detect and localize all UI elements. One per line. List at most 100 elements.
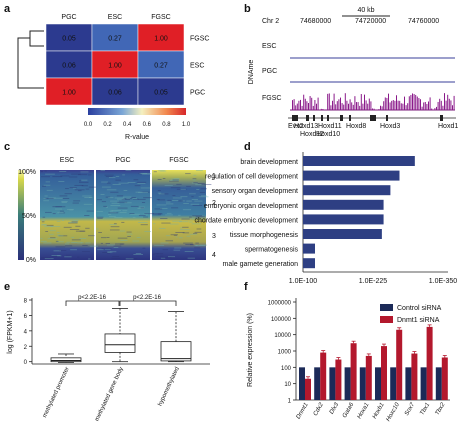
heatmap-streak bbox=[137, 198, 146, 200]
heatmap-streak bbox=[144, 231, 152, 232]
heatmap-streak bbox=[62, 198, 70, 199]
a-row-label-pgc: PGC bbox=[190, 90, 205, 97]
heatmap-streak bbox=[44, 170, 47, 172]
heatmap-streak bbox=[53, 250, 61, 252]
heatmap-streak bbox=[131, 197, 136, 198]
heatmap-streak bbox=[172, 195, 176, 197]
heatmap-streak bbox=[144, 213, 154, 215]
heatmap-streak bbox=[117, 201, 128, 203]
fgsc-peak bbox=[322, 109, 324, 110]
heatmap-streak bbox=[157, 190, 161, 191]
heatmap-streak bbox=[117, 198, 126, 200]
heatmap-streak bbox=[152, 213, 162, 215]
heatmap-streak bbox=[84, 215, 90, 216]
fgsc-peak bbox=[445, 100, 447, 110]
gene-exon bbox=[370, 115, 376, 121]
go-term-label: chordate embryonic development bbox=[194, 217, 298, 224]
heatmap-streak bbox=[155, 255, 164, 257]
heatmap-streak bbox=[63, 226, 72, 228]
fgsc-peak bbox=[314, 100, 316, 110]
heatmap-streak bbox=[109, 224, 117, 226]
heatmap-streak bbox=[70, 249, 77, 251]
heatmap-streak bbox=[156, 253, 159, 255]
f-bar bbox=[381, 346, 387, 400]
gene-label-hoxd12: Hoxd12 bbox=[300, 131, 324, 138]
heatmap-streak bbox=[69, 229, 80, 231]
f-bar bbox=[314, 367, 321, 400]
a-cell-value: 1.00 bbox=[62, 90, 76, 97]
heatmap-streak bbox=[85, 227, 90, 229]
heatmap-streak bbox=[139, 173, 148, 174]
heatmap-streak bbox=[153, 223, 156, 225]
heatmap-streak bbox=[42, 185, 46, 187]
heatmap-streak bbox=[119, 212, 127, 213]
fgsc-peak bbox=[293, 99, 295, 110]
legend-swatch-dnmt1 bbox=[380, 316, 393, 323]
heatmap-streak bbox=[175, 236, 178, 238]
heatmap-streak bbox=[165, 201, 171, 203]
heatmap-streak bbox=[64, 193, 72, 195]
heatmap-streak bbox=[40, 176, 50, 178]
c-col-label-pgc: PGC bbox=[115, 157, 130, 164]
gene-label-hoxd13: Hoxd13 bbox=[294, 123, 318, 130]
fgsc-peak bbox=[304, 98, 306, 110]
heatmap-streak bbox=[143, 216, 149, 218]
heatmap-streak bbox=[127, 182, 136, 183]
heatmap-streak bbox=[53, 197, 63, 199]
f-ytick: 1 bbox=[288, 399, 292, 405]
a-col-label-pgc: PGC bbox=[61, 14, 76, 21]
heatmap-streak bbox=[50, 226, 61, 227]
a-cell bbox=[91, 77, 139, 106]
a-cell bbox=[45, 23, 93, 52]
heatmap-streak bbox=[120, 240, 128, 241]
heatmap-streak bbox=[52, 176, 63, 178]
heatmap-streak bbox=[55, 206, 66, 208]
heatmap-streak bbox=[189, 193, 196, 195]
heatmap-streak bbox=[141, 173, 151, 175]
go-term-bar-chart: brain development regulation of cell deve… bbox=[194, 152, 457, 285]
heatmap-streak bbox=[170, 178, 180, 180]
heatmap-streak bbox=[108, 212, 119, 214]
heatmap-streak bbox=[86, 210, 94, 212]
fgsc-peak bbox=[309, 96, 311, 110]
fgsc-peak bbox=[368, 98, 370, 110]
f-category-label: Tbx2 bbox=[435, 401, 447, 416]
heatmap-streak bbox=[118, 182, 129, 184]
track-pgc: PGC bbox=[262, 68, 277, 75]
heatmap-streak bbox=[97, 199, 102, 201]
heatmap-streak bbox=[55, 240, 59, 242]
expression-boxplot: log (FPKM+1) p<2.2E-16 p<2.2E-16 0 2 4 6 8 me… bbox=[7, 295, 210, 422]
heatmap-streak bbox=[172, 220, 182, 222]
heatmap-streak bbox=[44, 195, 48, 197]
heatmap-streak bbox=[187, 257, 195, 259]
fgsc-peak bbox=[336, 101, 338, 110]
f-ytick: 10000 bbox=[274, 333, 291, 339]
heatmap-streak bbox=[192, 205, 203, 206]
a-cell bbox=[137, 50, 185, 79]
heatmap-streak bbox=[96, 211, 103, 212]
heatmap-streak bbox=[122, 174, 126, 176]
heatmap-streak bbox=[162, 177, 166, 179]
sig-label-2: p<2.2E-16 bbox=[133, 295, 162, 301]
heatmap-streak bbox=[153, 171, 157, 173]
heatmap-streak bbox=[84, 197, 93, 198]
heatmap-streak bbox=[83, 203, 93, 205]
heatmap-streak bbox=[56, 234, 61, 236]
a-row-label-fgsc: FGSC bbox=[190, 36, 209, 43]
heatmap-streak bbox=[157, 199, 166, 201]
heatmap-streak bbox=[106, 182, 111, 184]
heatmap-streak bbox=[104, 248, 111, 250]
heatmap-streak bbox=[72, 220, 79, 222]
f-category-label: Sox7 bbox=[404, 401, 416, 416]
gene-exon bbox=[386, 115, 388, 121]
cluster-label-2: 2 bbox=[212, 200, 216, 207]
heatmap-streak bbox=[140, 187, 151, 189]
heatmap-streak bbox=[101, 186, 111, 188]
heatmap-streak bbox=[45, 211, 52, 213]
heatmap-streak bbox=[47, 238, 58, 240]
heatmap-streak bbox=[184, 250, 194, 252]
f-ytick: 1000 bbox=[278, 350, 292, 356]
fgsc-peak bbox=[420, 99, 421, 110]
heatmap-streak bbox=[82, 244, 88, 246]
fgsc-peak bbox=[450, 100, 452, 110]
